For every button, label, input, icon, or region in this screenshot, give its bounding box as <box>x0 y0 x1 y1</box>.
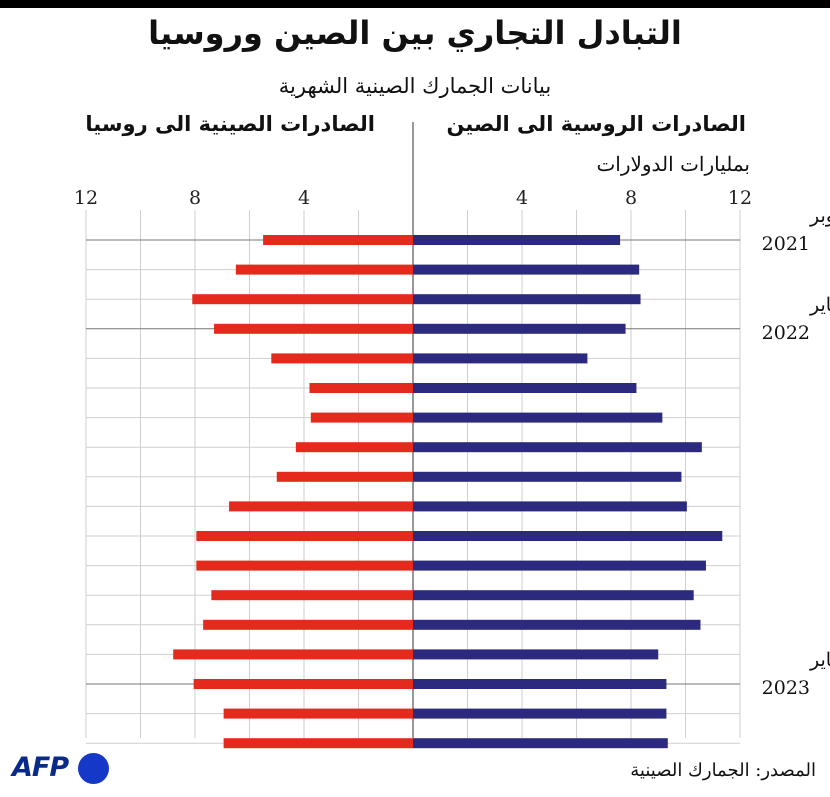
bar-russian-exports <box>413 294 641 305</box>
bar-russian-exports <box>413 353 588 364</box>
bar-chinese-exports <box>276 471 413 482</box>
tick-label-left: 12 <box>74 187 98 209</box>
category-label-month: يناير <box>809 294 830 316</box>
category-label-year: 2023 <box>762 677 810 699</box>
bar-chinese-exports <box>309 383 413 393</box>
bar-chinese-exports <box>271 353 413 364</box>
source-note: المصدر: الجمارك الصينية <box>630 760 816 781</box>
afp-logo-text: AFP <box>12 752 69 783</box>
category-label-month: يناير <box>809 649 830 671</box>
tick-label-right: 4 <box>516 187 528 209</box>
bar-russian-exports <box>413 560 706 571</box>
bar-chinese-exports <box>310 412 413 423</box>
bar-russian-exports <box>413 590 694 601</box>
unit-label: بمليارات الدولارات <box>596 152 750 176</box>
bar-chinese-exports <box>223 738 413 749</box>
afp-logo-dot <box>78 753 109 784</box>
bar-russian-exports <box>413 442 702 453</box>
bar-chinese-exports <box>223 708 413 719</box>
bar-russian-exports <box>413 679 667 689</box>
bar-russian-exports <box>413 531 723 541</box>
series-label-russian-exports: الصادرات الروسية الى الصين <box>446 112 747 136</box>
bar-russian-exports <box>413 383 637 393</box>
tick-label-right: 12 <box>728 187 752 209</box>
series-label-chinese-exports: الصادرات الصينية الى روسيا <box>85 112 375 136</box>
bar-chinese-exports <box>295 442 413 453</box>
afp-logo: AFP <box>12 752 112 784</box>
bar-russian-exports <box>413 501 687 512</box>
category-label-month: أكتوبر <box>809 202 830 227</box>
chart-title: التبادل التجاري بين الصين وروسيا <box>148 14 682 52</box>
category-label-year: 2021 <box>762 233 810 255</box>
bar-russian-exports <box>413 738 668 749</box>
top-rule <box>0 0 830 8</box>
bar-chinese-exports <box>192 294 413 305</box>
tick-label-left: 4 <box>298 187 310 209</box>
bar-russian-exports <box>413 235 621 245</box>
bar-chinese-exports <box>203 619 413 630</box>
category-label-year: 2022 <box>762 322 810 344</box>
tick-label-left: 8 <box>189 187 201 209</box>
bar-russian-exports <box>413 264 640 275</box>
bar-chinese-exports <box>229 501 413 512</box>
bar-chinese-exports <box>211 590 413 601</box>
chart-subtitle: بيانات الجمارك الصينية الشهرية <box>278 74 552 98</box>
bar-russian-exports <box>413 471 682 482</box>
bar-russian-exports <box>413 708 667 719</box>
bar-russian-exports <box>413 619 701 630</box>
bar-chinese-exports <box>173 649 413 660</box>
bar-chinese-exports <box>263 235 413 245</box>
bar-chinese-exports <box>214 323 413 334</box>
tick-label-right: 8 <box>625 187 637 209</box>
bar-russian-exports <box>413 649 659 660</box>
bar-chinese-exports <box>196 560 413 571</box>
bar-chinese-exports <box>235 264 413 275</box>
bar-chinese-exports <box>193 679 413 689</box>
bar-chinese-exports <box>196 531 413 541</box>
bar-russian-exports <box>413 412 663 423</box>
bar-russian-exports <box>413 323 626 334</box>
